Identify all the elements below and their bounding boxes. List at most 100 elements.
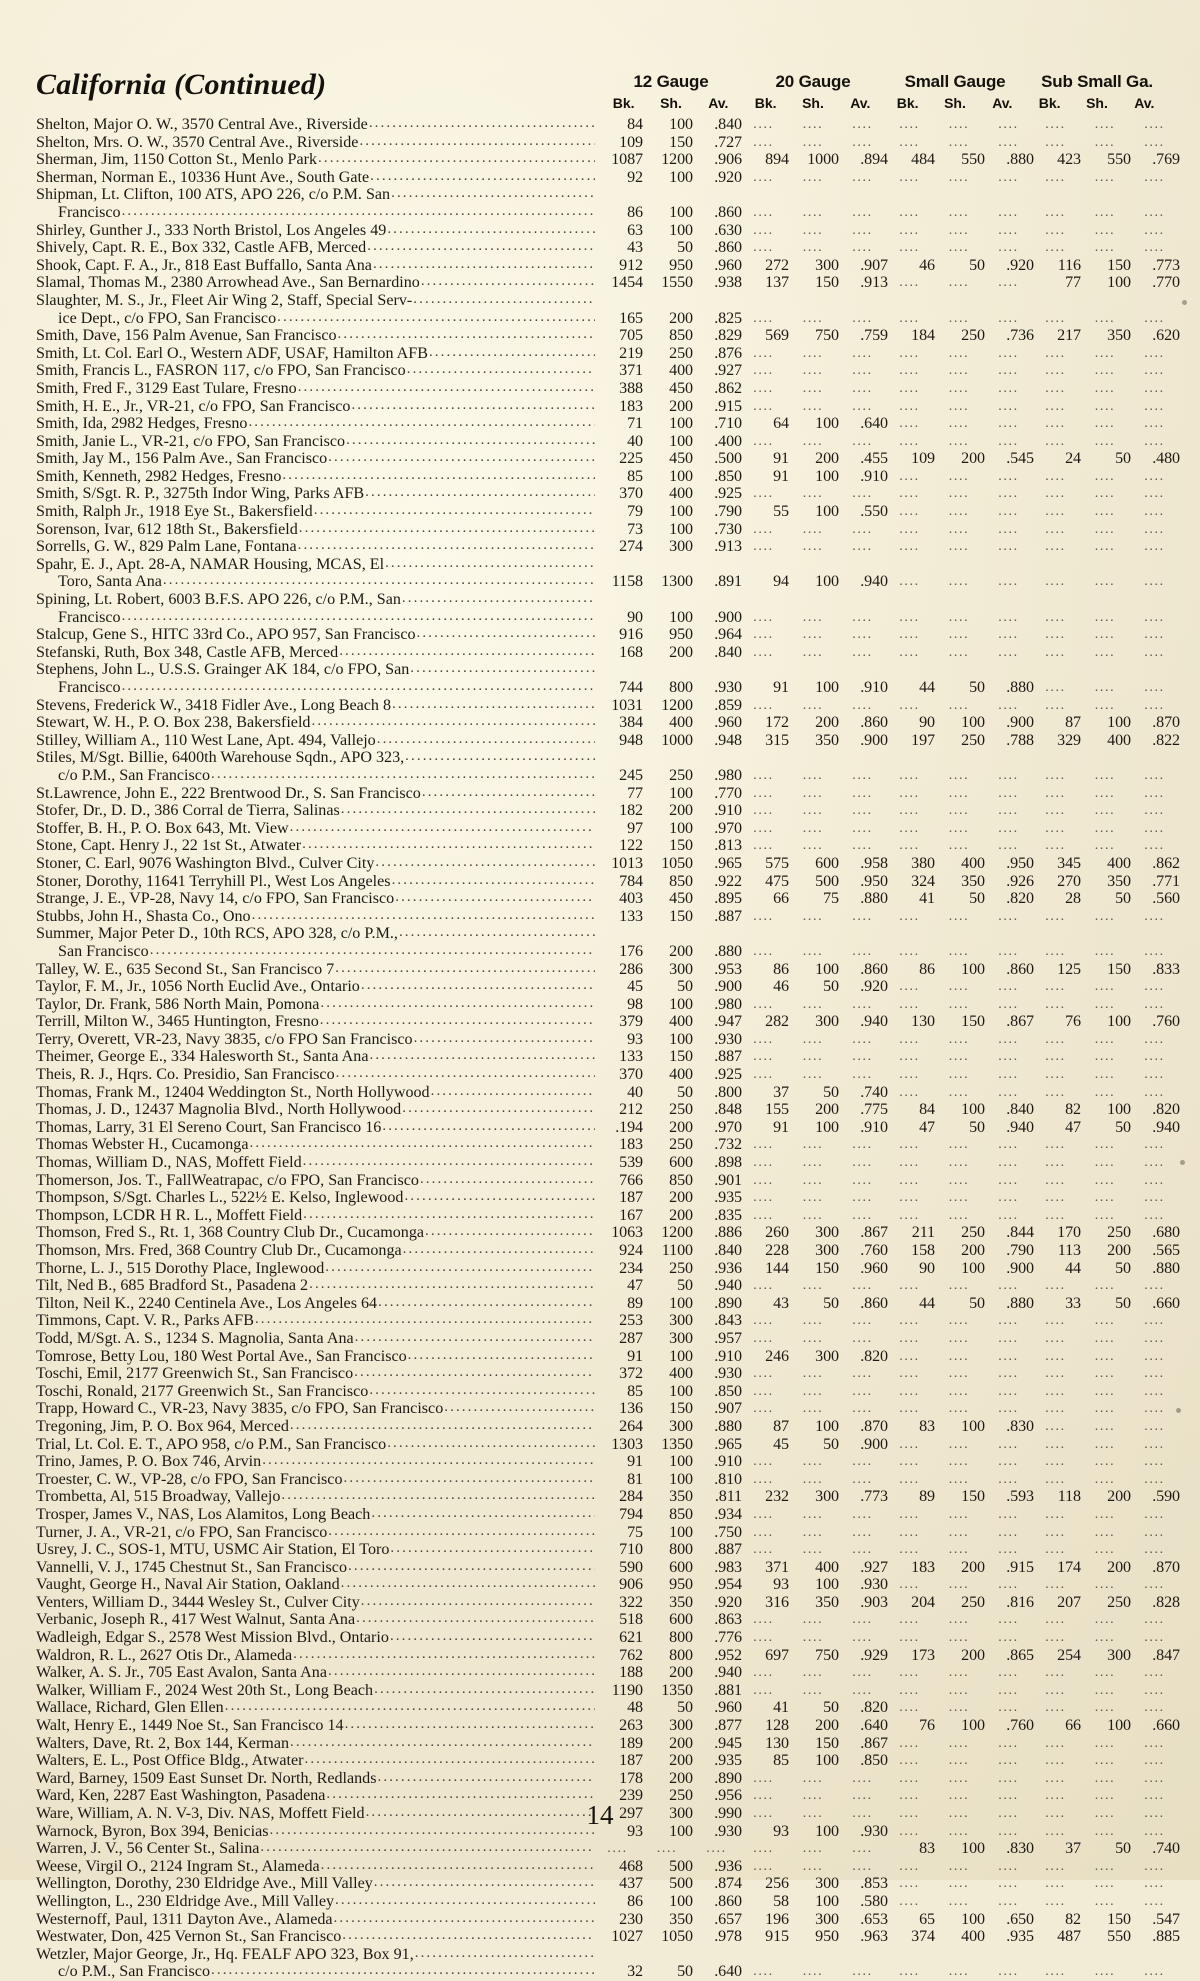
- cell-12-gauge-bk: 40: [627, 432, 643, 450]
- empty-value-dots: ....: [1094, 380, 1116, 396]
- cell-sub-small-gauge-av-empty: ....: [1133, 1277, 1180, 1295]
- cell-small-gauge-av-empty: ....: [987, 697, 1034, 715]
- cell-12-gauge-bk: 371: [619, 362, 643, 380]
- cell-20-gauge-bk-empty: [742, 661, 791, 679]
- cell-20-gauge-sh-empty: ....: [791, 1312, 841, 1330]
- dot-leader: ........................................…: [309, 1277, 595, 1293]
- empty-value-dots: ....: [948, 310, 970, 326]
- cell-20-gauge-bk-empty: ....: [742, 1805, 791, 1823]
- cell-20-gauge-bk-empty: ....: [742, 837, 791, 855]
- empty-value-dots: ....: [1045, 644, 1066, 660]
- cell-20-gauge-av-empty: ....: [841, 1963, 888, 1981]
- cell-20-gauge-bk: 569: [765, 327, 789, 345]
- empty-value-dots: ....: [948, 1330, 970, 1346]
- dot-leader: ........................................…: [385, 555, 595, 571]
- empty-value-dots: ....: [852, 1155, 873, 1171]
- cell-20-gauge-sh-empty: ....: [791, 222, 841, 240]
- empty-value-dots: ....: [1045, 169, 1066, 185]
- cell-12-gauge-av: .860: [714, 203, 742, 221]
- cell-small-gauge-bk: 47: [919, 1118, 935, 1136]
- cell-small-gauge-av: .545: [1006, 450, 1034, 468]
- cell-sub-small-gauge-bk-empty: ....: [1034, 204, 1083, 222]
- cell-20-gauge-bk-empty: ....: [742, 996, 791, 1014]
- cell-20-gauge-bk: 246: [765, 1347, 789, 1365]
- cell-20-gauge-bk-empty: ....: [742, 802, 791, 820]
- cell-sub-small-gauge-sh-empty: ....: [1083, 1805, 1133, 1823]
- cell-12-gauge-bk: 86: [627, 1892, 643, 1910]
- cell-12-gauge-bk: 89: [627, 1294, 643, 1312]
- cell-sub-small-gauge-av-empty: ....: [1133, 1048, 1180, 1066]
- empty-value-dots: ....: [802, 1383, 824, 1399]
- empty-value-dots: ....: [753, 222, 774, 238]
- cell-small-gauge-sh: 200: [961, 1646, 985, 1664]
- cell-20-gauge-av-empty: ....: [841, 1840, 888, 1858]
- cell-sub-small-gauge-av-empty: ....: [1133, 943, 1180, 961]
- cell-20-gauge-sh-empty: ....: [791, 1524, 841, 1542]
- table-row: Terrill, Milton W., 3465 Huntington, Fre…: [36, 1013, 1180, 1031]
- cell-sub-small-gauge-bk-empty: ....: [1034, 485, 1083, 503]
- cell-small-gauge-av-empty: ....: [987, 1436, 1034, 1454]
- cell-small-gauge-sh-empty: ....: [937, 134, 987, 152]
- cell-small-gauge-av-empty: ....: [987, 310, 1034, 328]
- cell-small-gauge-sh-empty: ....: [937, 837, 987, 855]
- cell-sub-small-gauge-av: .760: [1152, 1013, 1180, 1031]
- member-name-address: Timmons, Capt. V. R., Parks AFB.........…: [36, 1312, 596, 1330]
- empty-value-dots: ....: [852, 1049, 873, 1065]
- dot-leader: ........................................…: [289, 819, 595, 835]
- cell-small-gauge-sh-empty: ....: [937, 116, 987, 134]
- cell-small-gauge-sh-empty: ....: [937, 978, 987, 996]
- cell-small-gauge-av-empty: ....: [987, 1471, 1034, 1489]
- cell-12-gauge-bk: 370: [619, 1066, 643, 1084]
- dot-leader: ........................................…: [371, 1505, 595, 1521]
- empty-value-dots: ....: [1094, 1753, 1116, 1769]
- cell-small-gauge-bk: 158: [911, 1242, 935, 1259]
- cell-sub-small-gauge-sh-empty: ....: [1083, 697, 1133, 715]
- member-name-address: Smith, Lt. Col. Earl O., Western ADF, US…: [36, 345, 596, 363]
- cell-20-gauge-bk-empty: ....: [742, 1031, 791, 1049]
- continued-line: ice Dept., c/o FPO, San Francisco: [36, 310, 596, 328]
- entry-text: c/o P.M., San Francisco: [58, 766, 210, 784]
- empty-value-dots: ....: [998, 1278, 1019, 1294]
- empty-value-dots: ....: [1094, 1049, 1116, 1065]
- cell-12-gauge-sh: 100: [669, 221, 693, 239]
- cell-small-gauge-av: .950: [1006, 854, 1034, 872]
- empty-value-dots: ....: [1144, 838, 1165, 854]
- cell-sub-small-gauge-av: .770: [1152, 274, 1180, 292]
- cell-20-gauge-bk: 130: [765, 1734, 789, 1752]
- empty-value-dots: ....: [802, 117, 824, 132]
- cell-12-gauge-bk: 322: [619, 1593, 643, 1611]
- cell-20-gauge-sh-empty: [791, 591, 841, 609]
- cell-small-gauge-bk-empty: ....: [888, 1735, 937, 1753]
- cell-sub-small-gauge-sh: 250: [1107, 1224, 1131, 1242]
- cell-sub-small-gauge-av-empty: ....: [1133, 134, 1180, 152]
- cell-12-gauge-bk: 90: [627, 608, 643, 626]
- empty-value-dots: ....: [802, 1155, 824, 1171]
- empty-value-dots: ....: [948, 363, 970, 379]
- dot-leader: ..................................: [419, 1171, 595, 1187]
- cell-sub-small-gauge-bk-empty: ....: [1034, 1682, 1083, 1700]
- cell-sub-small-gauge-sh: 400: [1107, 731, 1131, 749]
- cell-20-gauge-sh: 1000: [807, 151, 839, 169]
- table-row: Slamal, Thomas M., 2380 Arrowhead Ave., …: [36, 274, 1180, 292]
- cell-sub-small-gauge-sh-empty: ....: [1083, 644, 1133, 662]
- cell-20-gauge-sh: 350: [815, 731, 839, 749]
- cell-20-gauge-sh-empty: ....: [791, 996, 841, 1014]
- table-row-continuation: San Francisco...........................…: [36, 943, 1180, 961]
- cell-12-gauge-av: .913: [714, 538, 742, 556]
- empty-value-dots: ....: [998, 1383, 1019, 1399]
- member-name-address: Sorrells, G. W., 829 Palm Lane, Fontana.…: [36, 538, 596, 556]
- cell-12-gauge-av: .895: [714, 890, 742, 908]
- cell-small-gauge-bk-empty: ....: [888, 1752, 937, 1770]
- cell-small-gauge-bk-empty: ....: [888, 521, 937, 539]
- cell-20-gauge-av: .870: [860, 1417, 888, 1435]
- cell-small-gauge-av-empty: ....: [987, 1031, 1034, 1049]
- cell-20-gauge-bk-empty: ....: [742, 169, 791, 187]
- cell-sub-small-gauge-av: .880: [1152, 1259, 1180, 1277]
- entry-text: Theimer, George E., 334 Halesworth St., …: [36, 1048, 369, 1066]
- cell-20-gauge-av-empty: ....: [841, 1541, 888, 1559]
- empty-value-dots: ....: [1045, 1753, 1066, 1769]
- cell-20-gauge-av-empty: ....: [841, 1207, 888, 1225]
- cell-sub-small-gauge-bk-empty: ....: [1034, 802, 1083, 820]
- page-title: California (Continued): [36, 68, 327, 101]
- cell-sub-small-gauge-bk-empty: ....: [1034, 1893, 1083, 1911]
